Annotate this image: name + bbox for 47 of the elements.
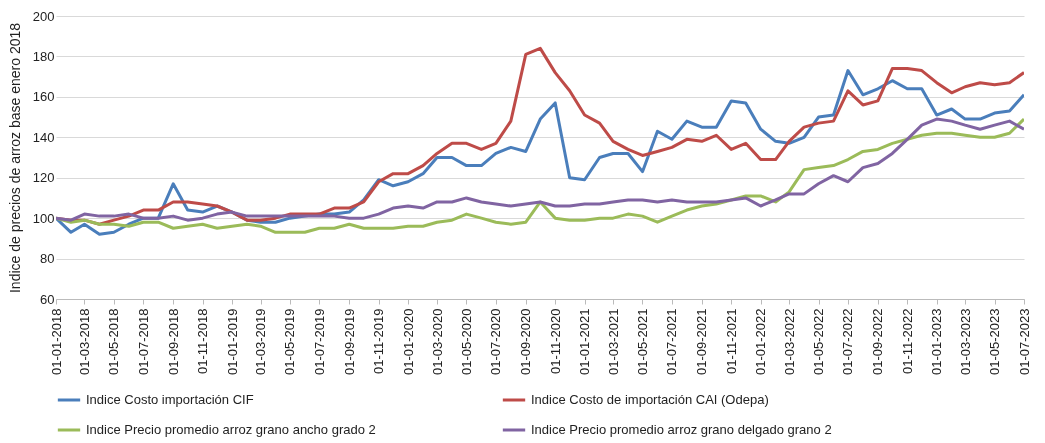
x-tick-label: 01-03-2020	[429, 308, 445, 375]
x-tick-label: 01-11-2021	[723, 308, 739, 375]
x-tick-label: 01-09-2022	[870, 308, 886, 375]
x-tick-label: 01-05-2019	[282, 308, 298, 375]
y-tick-label: 60	[40, 291, 55, 307]
x-tick-label: 01-09-2020	[518, 308, 534, 375]
x-tick-label: 01-05-2023	[987, 308, 1003, 375]
x-tick-label: 01-07-2019	[311, 308, 327, 375]
x-tick-label: 01-07-2022	[840, 308, 856, 375]
y-axis-title: Indice de precios de arroz base enero 2018	[6, 22, 23, 294]
y-tick-label: 100	[32, 210, 55, 226]
x-tick-label: 01-07-2018	[135, 308, 151, 375]
x-tick-label: 01-03-2018	[76, 308, 92, 375]
x-tick-label: 01-01-2023	[929, 308, 945, 375]
legend-label: Indice Precio promedio arroz grano delgado grano 2	[531, 422, 832, 437]
x-tick-label: 01-07-2021	[664, 308, 680, 375]
x-tick-label: 01-11-2020	[547, 308, 563, 375]
x-tick-label: 01-05-2022	[811, 308, 827, 375]
x-tick-label: 01-01-2020	[400, 308, 416, 375]
x-tick-label: 01-05-2020	[458, 308, 474, 375]
y-tick-label: 140	[32, 129, 55, 145]
x-tick-label: 01-01-2018	[48, 308, 64, 375]
x-tick-label: 01-05-2021	[634, 308, 650, 375]
x-tick-label: 01-03-2023	[957, 308, 973, 375]
x-tick-label: 01-07-2023	[1016, 308, 1032, 375]
y-tick-label: 120	[32, 170, 55, 186]
y-tick-label: 200	[32, 8, 55, 24]
x-tick-label: 01-09-2021	[694, 308, 710, 375]
legend-label: Indice Costo importación CIF	[86, 392, 254, 407]
x-tick-label: 01-03-2021	[605, 308, 621, 375]
x-tick-label: 01-01-2022	[753, 308, 769, 375]
x-tick-label: 01-03-2022	[781, 308, 797, 375]
x-tick-label: 01-11-2018	[195, 308, 211, 375]
x-tick-label: 01-09-2018	[165, 308, 181, 375]
x-tick-label: 01-01-2019	[224, 308, 240, 375]
x-tick-label: 01-03-2019	[253, 308, 268, 375]
y-tick-label: 80	[40, 251, 55, 267]
x-tick-label: 01-01-2021	[577, 308, 593, 375]
x-tick-label: 01-11-2019	[371, 308, 387, 375]
legend-label: Indice Costo de importación CAI (Odepa)	[531, 392, 769, 407]
x-tick-label: 01-05-2018	[106, 308, 122, 375]
y-tick-label: 160	[32, 89, 55, 105]
x-tick-label: 01-11-2022	[899, 308, 915, 375]
legend-label: Indice Precio promedio arroz grano ancho grado 2	[86, 422, 376, 437]
x-tick-label: 01-07-2020	[488, 308, 504, 375]
x-tick-label: 01-09-2019	[341, 308, 357, 375]
y-tick-label: 180	[32, 48, 55, 64]
